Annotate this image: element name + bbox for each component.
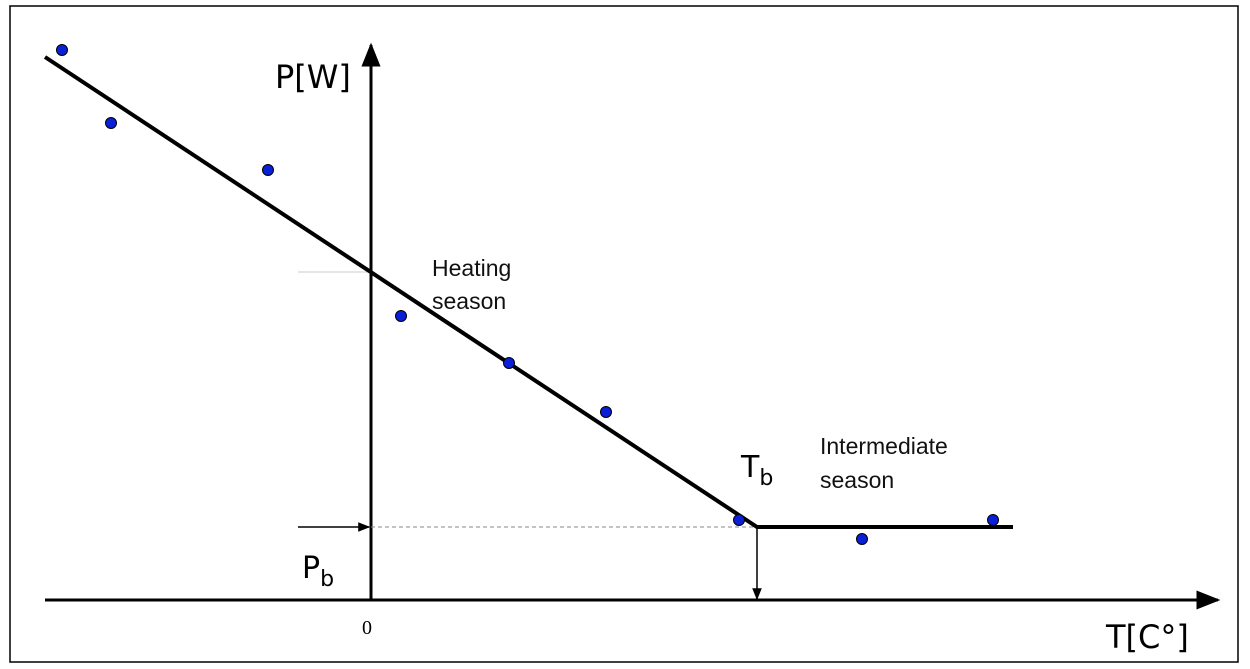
point [600, 406, 612, 418]
heating-label: Heating season [432, 255, 518, 314]
measurements [56, 44, 999, 545]
point [395, 310, 407, 322]
label-line: season [432, 288, 506, 314]
point [56, 44, 68, 56]
point [856, 533, 868, 545]
signature-line [43, 55, 1013, 529]
tb-label: Tb [740, 450, 773, 491]
pb-label: Pb [302, 551, 334, 592]
x-axis-label: T[C°] [1105, 618, 1189, 656]
label-line: Intermediate [820, 433, 948, 459]
origin-label: 0 [362, 617, 372, 639]
point [733, 514, 745, 526]
subscript: b [320, 567, 334, 592]
label-line: Heating [432, 255, 511, 281]
symbol: P [302, 551, 320, 586]
intermediate-label: Intermediate season [820, 433, 954, 493]
point [105, 117, 117, 129]
point [987, 514, 999, 526]
label-line: season [820, 467, 894, 493]
subscript: b [759, 466, 773, 491]
y-axis-label: P[W] [275, 58, 351, 96]
symbol: T [740, 450, 760, 485]
point [503, 357, 515, 369]
point [262, 164, 274, 176]
frame [9, 5, 1239, 663]
